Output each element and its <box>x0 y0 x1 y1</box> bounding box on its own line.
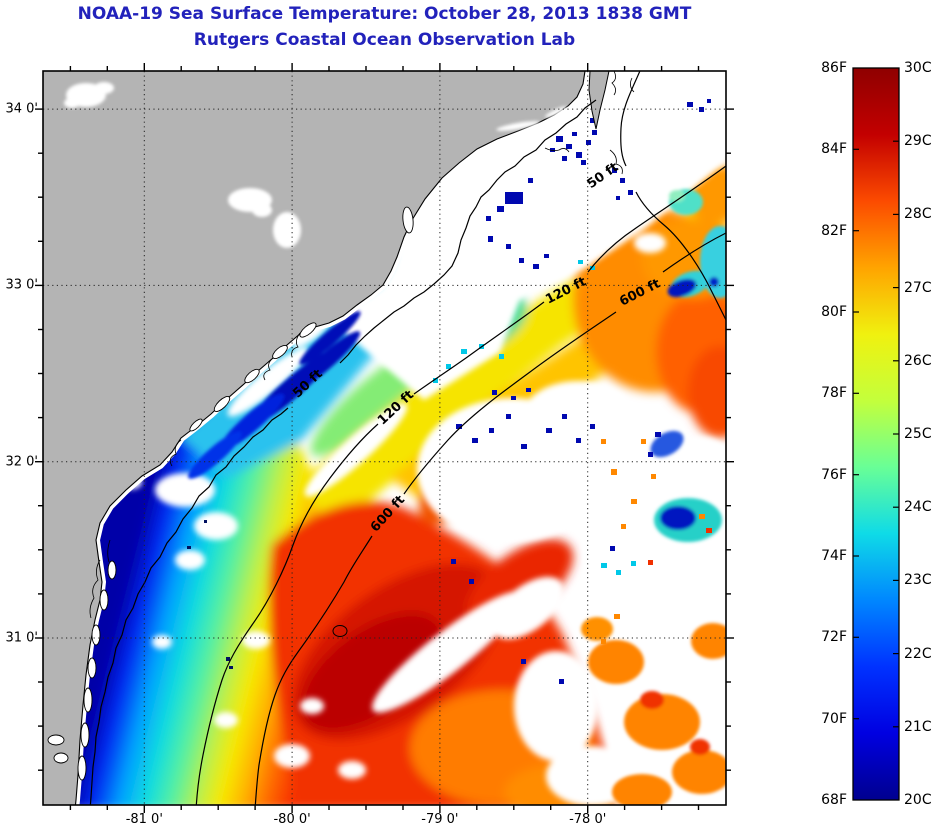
colorbar-celsius-label: 21C <box>904 718 932 735</box>
coastal-islands <box>47 206 414 781</box>
colorbar-fahrenheit-label: 84F <box>821 141 847 158</box>
x-axis-tick-label: -78 0' <box>569 812 607 827</box>
x-axis-tick-label: -81 0' <box>125 812 163 827</box>
x-axis-tick-label: -80 0' <box>273 812 311 827</box>
colorbar <box>852 67 900 801</box>
colorbar-celsius-label: 23C <box>904 572 932 589</box>
y-axis-tick-label: 31 0' <box>5 630 38 646</box>
colorbar-celsius-label: 27C <box>904 279 932 296</box>
colorbar-fahrenheit-label: 80F <box>821 304 847 320</box>
colorbar-celsius-label: 24C <box>904 499 932 516</box>
graticule <box>43 71 726 805</box>
colorbar-celsius-label: 28C <box>904 206 932 223</box>
coastline-detail <box>89 71 635 619</box>
colorbar-fahrenheit-label: 68F <box>821 792 847 808</box>
figure-title: NOAA-19 Sea Surface Temperature: October… <box>77 4 692 24</box>
colorbar-fahrenheit-label: 78F <box>821 385 847 402</box>
y-axis-tick-label: 34 0' <box>5 101 38 117</box>
colorbar-fahrenheit-label: 76F <box>821 466 847 483</box>
colorbar-celsius-label: 20C <box>904 792 932 808</box>
colorbar-celsius-label: 25C <box>904 426 932 442</box>
axis-ticks <box>35 63 734 813</box>
colorbar-ticks <box>853 140 899 728</box>
depth-contours <box>89 71 726 805</box>
y-axis-tick-label: 33 0' <box>5 277 38 293</box>
speckles <box>187 99 712 684</box>
figure-subtitle: Rutgers Coastal Ocean Observation Lab <box>193 30 576 50</box>
x-axis-tick-label: -79 0' <box>421 812 459 827</box>
y-axis-tick-label: 32 0' <box>5 454 38 470</box>
colorbar-celsius-label: 30C <box>904 60 932 76</box>
colorbar-celsius-label: 22C <box>904 645 932 662</box>
plot-border <box>42 70 727 806</box>
colorbar-fahrenheit-label: 86F <box>821 60 847 76</box>
colorbar-fahrenheit-label: 82F <box>821 222 847 239</box>
colorbar-fahrenheit-label: 72F <box>821 629 847 646</box>
sst-raster-field <box>43 71 726 805</box>
colorbar-celsius-label: 29C <box>904 133 932 150</box>
land-clouds <box>64 82 567 248</box>
cape-fear-east-bank <box>588 71 610 130</box>
colorbar-celsius-label: 26C <box>904 352 932 369</box>
colorbar-fahrenheit-label: 70F <box>821 710 847 727</box>
colorbar-fahrenheit-label: 74F <box>821 548 847 564</box>
